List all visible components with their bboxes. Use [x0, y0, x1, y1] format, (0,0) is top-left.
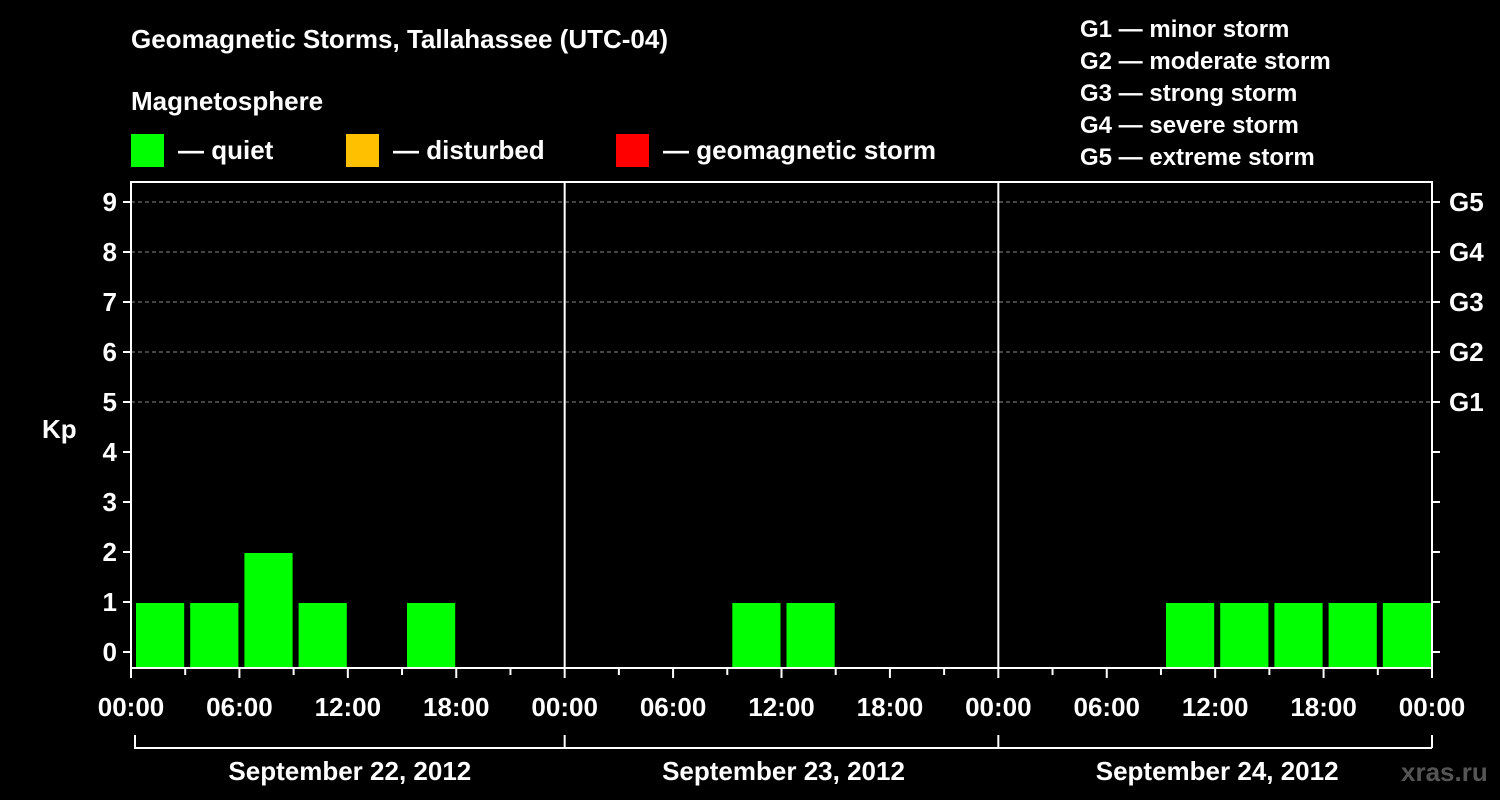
- bar-day3-slot8: [1382, 603, 1431, 668]
- x-tick-label-2: 12:00: [315, 692, 382, 722]
- legend-label-quiet: — quiet: [178, 134, 274, 165]
- g-scale-list: G1 — minor storm G2 — moderate storm G3 …: [1080, 14, 1331, 174]
- bar-day3-slot6: [1274, 603, 1323, 668]
- y-tick-label-7: 7: [103, 287, 117, 317]
- g-scale-item-g4: G4 — severe storm: [1080, 112, 1299, 139]
- legend-item-disturbed: — disturbed: [346, 133, 545, 167]
- bar-day3-slot5: [1220, 603, 1269, 668]
- y-tick-label-4: 4: [103, 437, 118, 467]
- right-axis-label-g2: G2: [1449, 337, 1484, 367]
- g-scale-item-g5: G5 — extreme storm: [1080, 144, 1315, 171]
- x-tick-label-6: 12:00: [748, 692, 815, 722]
- watermark: xras.ru: [1401, 757, 1488, 787]
- right-axis-label-g3: G3: [1449, 287, 1484, 317]
- x-tick-label-9: 06:00: [1074, 692, 1141, 722]
- x-tick-label-3: 18:00: [423, 692, 490, 722]
- day-label-3: September 24, 2012: [1096, 756, 1339, 786]
- y-tick-label-1: 1: [103, 587, 117, 617]
- legend-swatch-storm: [616, 133, 649, 167]
- right-axis-label-g4: G4: [1449, 237, 1484, 267]
- legend-label-storm: — geomagnetic storm: [663, 134, 937, 165]
- legend-swatch-disturbed: [346, 133, 379, 167]
- day-label-2: September 23, 2012: [662, 756, 905, 786]
- chart-title: Geomagnetic Storms, Tallahassee (UTC-04): [131, 24, 669, 54]
- right-axis-label-g1: G1: [1449, 387, 1484, 417]
- y-tick-label-5: 5: [103, 387, 117, 417]
- g-scale-item-g2: G2 — moderate storm: [1080, 48, 1331, 75]
- legend-item-quiet: — quiet: [131, 133, 273, 167]
- bar-day1-slot1: [136, 603, 185, 668]
- x-tick-label-4: 00:00: [531, 692, 598, 722]
- chart-subtitle: Magnetosphere: [131, 86, 324, 116]
- y-tick-label-6: 6: [103, 337, 117, 367]
- x-tick-label-11: 18:00: [1290, 692, 1357, 722]
- y-tick-label-8: 8: [103, 237, 117, 267]
- plot-frame: [130, 181, 1433, 669]
- bar-day3-slot4: [1166, 603, 1215, 668]
- y-tick-label-2: 2: [103, 537, 117, 567]
- g-scale-item-g1: G1 — minor storm: [1080, 16, 1290, 43]
- legend-item-storm: — geomagnetic storm: [616, 133, 936, 167]
- x-tick-label-7: 18:00: [857, 692, 924, 722]
- y-tick-label-9: 9: [103, 187, 117, 217]
- bar-day1-slot4: [298, 603, 347, 668]
- legend-swatch-quiet: [131, 133, 164, 167]
- legend-label-disturbed: — disturbed: [393, 134, 545, 165]
- bar-day3-slot7: [1328, 603, 1377, 668]
- y-axis-label: Kp: [42, 414, 77, 444]
- right-axis-label-g5: G5: [1449, 187, 1484, 217]
- bar-day2-slot4: [732, 603, 781, 668]
- x-tick-label-8: 00:00: [965, 692, 1032, 722]
- bar-day1-slot2: [190, 603, 239, 668]
- bar-day1-slot3: [244, 553, 293, 668]
- x-tick-label-1: 06:00: [206, 692, 273, 722]
- y-tick-label-3: 3: [103, 487, 117, 517]
- x-tick-label-12: 00:00: [1399, 692, 1466, 722]
- x-tick-label-10: 12:00: [1182, 692, 1249, 722]
- y-tick-label-0: 0: [103, 637, 117, 667]
- day-label-1: September 22, 2012: [228, 756, 471, 786]
- x-tick-label-5: 06:00: [640, 692, 707, 722]
- bar-day2-slot5: [786, 603, 835, 668]
- g-scale-item-g3: G3 — strong storm: [1080, 80, 1298, 107]
- bar-day1-slot6: [407, 603, 456, 668]
- x-tick-label-0: 00:00: [98, 692, 165, 722]
